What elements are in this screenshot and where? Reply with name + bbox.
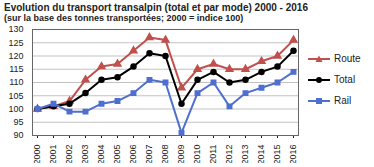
svg-text:2003: 2003: [80, 145, 90, 164]
svg-text:90: 90: [13, 130, 23, 140]
svg-text:2011: 2011: [208, 145, 218, 164]
html-text:Route: Route: [334, 53, 361, 64]
svg-text:125: 125: [8, 38, 23, 48]
html-text:Rail: Rail: [334, 95, 352, 106]
svg-text:2008: 2008: [160, 145, 170, 164]
svg-text:2001: 2001: [48, 145, 58, 164]
svg-text:110: 110: [9, 77, 23, 87]
svg-text:130: 130: [8, 24, 23, 34]
svg-text:2000: 2000: [32, 145, 42, 164]
svg-text:2009: 2009: [176, 145, 186, 164]
svg-text:2004: 2004: [96, 145, 106, 164]
svg-text:2012: 2012: [224, 145, 234, 164]
html-text:Evolution du transport transal: Evolution du transport transalpin (total…: [4, 2, 308, 13]
svg-text:115: 115: [9, 64, 23, 74]
svg-text:2006: 2006: [128, 145, 138, 164]
svg-text:2015: 2015: [272, 145, 282, 164]
svg-text:2016: 2016: [288, 145, 298, 164]
svg-text:105: 105: [8, 91, 23, 101]
svg-text:2014: 2014: [256, 145, 266, 164]
html-text:(sur la base des tonnes transp: (sur la base des tonnes transportées; 20…: [4, 13, 244, 23]
svg-text:2005: 2005: [112, 145, 122, 164]
svg-text:2007: 2007: [144, 145, 154, 164]
svg-text:2013: 2013: [240, 145, 250, 164]
svg-text:2010: 2010: [192, 145, 202, 164]
svg-text:2002: 2002: [64, 145, 74, 164]
svg-text:100: 100: [8, 104, 23, 114]
svg-text:95: 95: [13, 117, 23, 127]
svg-text:120: 120: [8, 51, 23, 61]
html-text:Total: Total: [334, 74, 356, 85]
